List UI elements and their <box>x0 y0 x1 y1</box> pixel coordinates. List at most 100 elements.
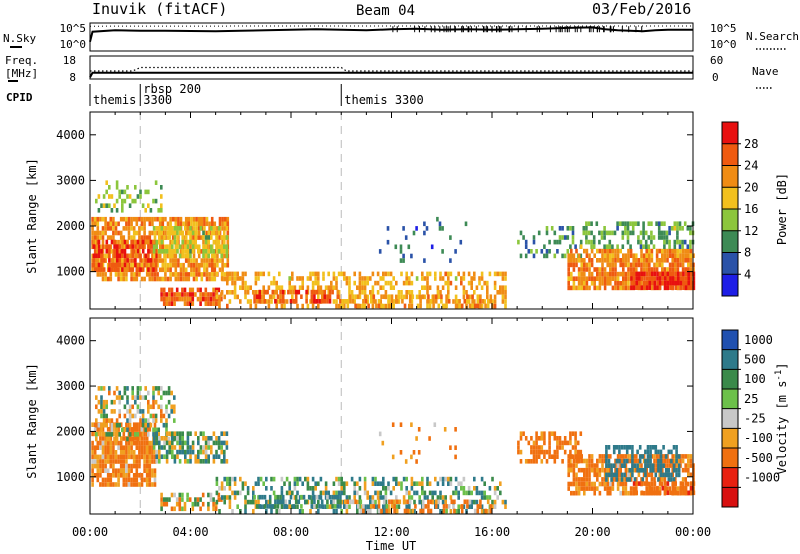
range-gate-cell <box>225 249 229 254</box>
range-gate-cell <box>580 285 583 291</box>
range-gate-cell <box>131 248 135 254</box>
range-gate-cell <box>540 249 544 254</box>
range-gate-cell <box>143 450 146 455</box>
range-gate-cell <box>590 463 594 468</box>
range-gate-cell <box>155 449 158 455</box>
range-gate-cell <box>441 481 445 486</box>
range-gate-cell <box>553 239 557 245</box>
range-gate-cell <box>113 203 116 208</box>
range-gate-cell <box>179 272 183 277</box>
range-gate-cell <box>162 501 166 507</box>
range-gate-cell <box>140 276 144 282</box>
range-gate-cell <box>348 290 351 295</box>
range-gate-cell <box>197 235 201 240</box>
range-gate-cell <box>199 226 203 231</box>
range-gate-cell <box>648 267 651 272</box>
range-gate-cell <box>330 280 333 286</box>
range-gate-cell <box>675 454 678 459</box>
range-gate-cell <box>645 481 649 486</box>
range-gate-cell <box>317 294 320 300</box>
range-gate-cell <box>659 472 663 478</box>
range-gate-cell <box>318 504 321 509</box>
freq-bottom-tick: 8 <box>69 71 76 84</box>
range-gate-cell <box>294 494 298 500</box>
range-gate-cell <box>131 395 134 400</box>
range-gate-cell <box>631 463 634 468</box>
range-gate-cell <box>343 276 346 281</box>
range-gate-cell <box>160 226 164 231</box>
range-gate-cell <box>336 494 340 500</box>
range-gate-cell <box>192 226 196 231</box>
range-gate-cell <box>598 472 602 478</box>
range-gate-cell <box>473 303 477 309</box>
range-gate-cell <box>138 272 141 277</box>
colorbar-tick-label: 8 <box>744 246 751 260</box>
range-gate-cell <box>475 490 479 496</box>
range-gate-cell <box>444 476 447 482</box>
range-gate-cell <box>314 276 317 281</box>
range-gate-cell <box>255 294 259 299</box>
range-gate-cell <box>110 239 114 245</box>
range-gate-cell <box>143 436 146 441</box>
range-gate-cell <box>148 463 152 469</box>
range-gate-cell <box>457 490 460 496</box>
range-gate-cell <box>119 454 123 460</box>
range-gate-cell <box>301 280 304 286</box>
range-gate-cell <box>112 468 115 473</box>
range-gate-cell <box>207 440 210 446</box>
range-gate-cell <box>609 258 612 263</box>
range-gate-cell <box>553 449 557 455</box>
range-gate-cell <box>577 276 581 281</box>
range-gate-cell <box>346 299 350 304</box>
range-gate-cell <box>590 276 594 281</box>
range-gate-cell <box>314 271 317 277</box>
range-gate-cell <box>311 476 315 482</box>
range-gate-cell <box>317 481 320 486</box>
range-gate-cell <box>535 440 538 446</box>
range-gate-cell <box>135 468 139 473</box>
range-gate-cell <box>108 203 111 208</box>
range-gate-cell <box>117 427 120 432</box>
range-gate-cell <box>173 230 177 236</box>
range-gate-cell <box>93 239 97 245</box>
range-gate-cell <box>223 226 227 231</box>
range-gate-cell <box>583 285 586 291</box>
range-gate-cell <box>191 249 195 254</box>
range-gate-cell <box>545 226 549 231</box>
range-gate-cell <box>191 449 195 455</box>
range-gate-cell <box>96 468 100 473</box>
range-gate-cell <box>343 299 347 304</box>
range-gate-cell <box>152 267 155 272</box>
range-gate-cell <box>669 285 672 290</box>
range-gate-cell <box>128 418 132 423</box>
range-gate-cell <box>323 299 327 304</box>
range-gate-cell <box>635 267 638 272</box>
range-gate-cell <box>186 253 190 259</box>
range-gate-cell <box>331 289 334 295</box>
range-gate-cell <box>640 267 643 272</box>
range-gate-cell <box>530 436 533 441</box>
range-gate-cell <box>225 235 229 240</box>
range-gate-cell <box>585 486 589 491</box>
range-gate-cell <box>92 258 96 263</box>
range-gate-cell <box>202 459 205 464</box>
range-gate-cell <box>635 262 638 268</box>
range-gate-cell <box>585 253 589 258</box>
range-gate-cell <box>118 409 121 414</box>
range-gate-cell <box>161 235 165 240</box>
range-gate-cell <box>558 440 562 446</box>
range-gate-cell <box>207 253 210 259</box>
range-gate-cell <box>690 285 693 290</box>
range-gate-cell <box>356 294 360 299</box>
range-gate-cell <box>619 271 622 277</box>
range-gate-cell <box>173 249 177 254</box>
range-gate-cell <box>280 285 284 290</box>
range-gate-cell <box>160 454 164 459</box>
range-gate-cell <box>605 445 608 450</box>
range-gate-cell <box>196 296 200 302</box>
range-gate-cell <box>187 276 191 282</box>
range-gate-cell <box>596 463 599 468</box>
range-gate-cell <box>563 449 567 455</box>
range-gate-cell <box>537 454 541 459</box>
range-gate-cell <box>204 301 208 306</box>
